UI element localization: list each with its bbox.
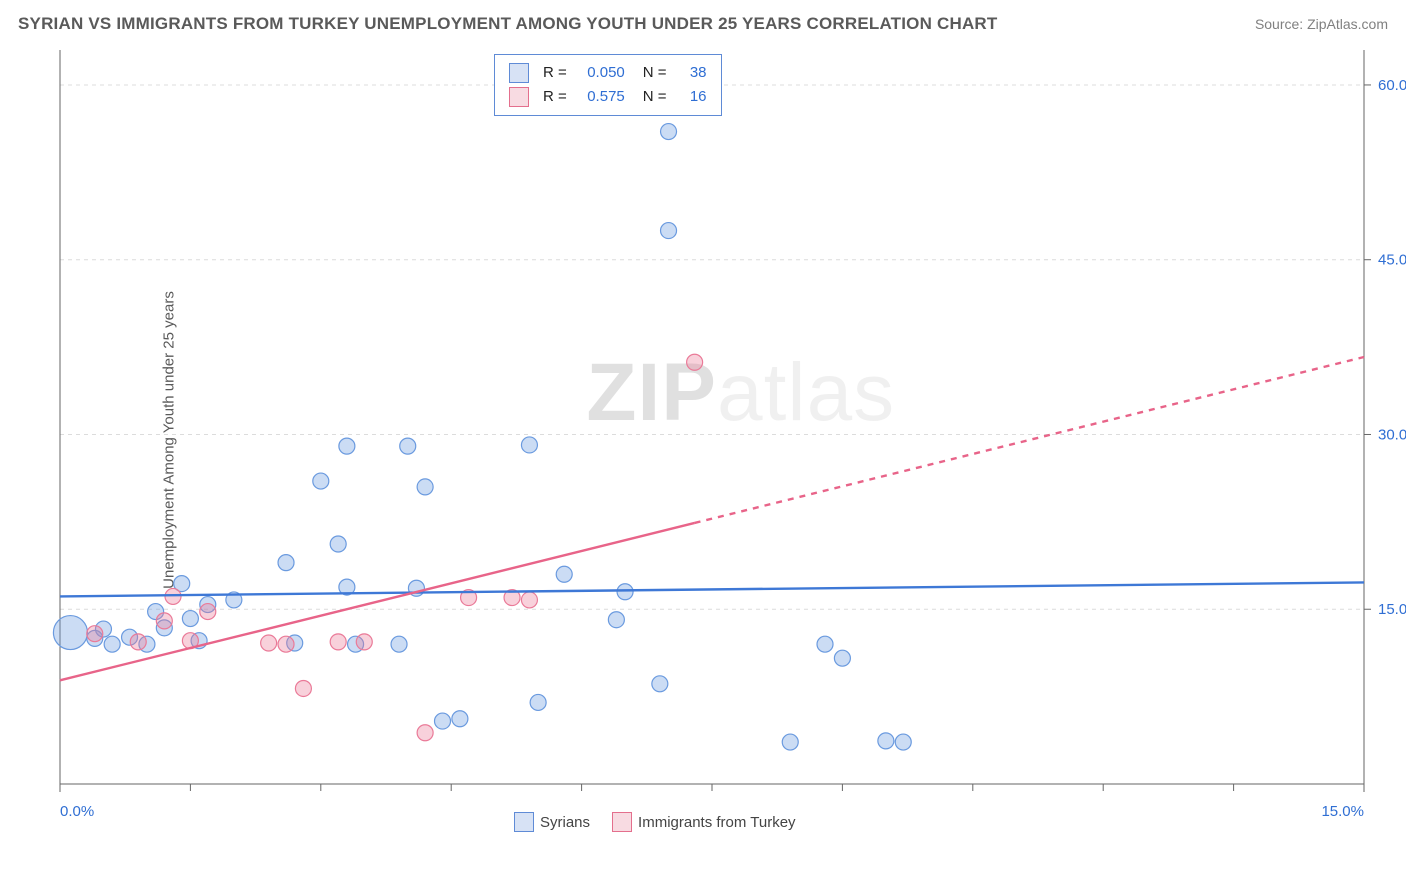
n-value-pink: 16 [679,85,707,109]
svg-text:15.0%: 15.0% [1321,803,1364,820]
r-value-blue: 0.050 [579,61,625,85]
n-label: N = [643,61,667,85]
n-label: N = [643,85,667,109]
series-legend-label-pink: Immigrants from Turkey [638,814,796,831]
source-value: ZipAtlas.com [1307,16,1388,32]
chart-title: SYRIAN VS IMMIGRANTS FROM TURKEY UNEMPLO… [18,14,998,34]
swatch-pink-icon [612,812,632,832]
series-legend-item-pink: Immigrants from Turkey [612,812,796,832]
n-value-blue: 38 [679,61,707,85]
source-attribution: Source: ZipAtlas.com [1255,16,1388,32]
swatch-blue-icon [514,812,534,832]
correlation-row-pink: R = 0.575 N = 16 [509,85,707,109]
svg-text:15.0%: 15.0% [1378,601,1406,618]
series-legend-item-blue: Syrians [514,812,590,832]
r-label: R = [543,61,567,85]
r-value-pink: 0.575 [579,85,625,109]
svg-text:60.0%: 60.0% [1378,77,1406,94]
svg-text:0.0%: 0.0% [60,803,94,820]
r-label: R = [543,85,567,109]
svg-text:45.0%: 45.0% [1378,252,1406,269]
source-label: Source: [1255,16,1307,32]
correlation-row-blue: R = 0.050 N = 38 [509,61,707,85]
series-legend: Syrians Immigrants from Turkey [514,812,796,832]
series-legend-label-blue: Syrians [540,814,590,831]
swatch-pink-icon [509,87,529,107]
svg-text:30.0%: 30.0% [1378,426,1406,443]
scatter-plot: 0.0%15.0%15.0%30.0%45.0%60.0% [44,50,1384,830]
correlation-legend: R = 0.050 N = 38 R = 0.575 N = 16 [494,54,722,116]
swatch-blue-icon [509,63,529,83]
chart-area: Unemployment Among Youth under 25 years … [44,50,1384,830]
